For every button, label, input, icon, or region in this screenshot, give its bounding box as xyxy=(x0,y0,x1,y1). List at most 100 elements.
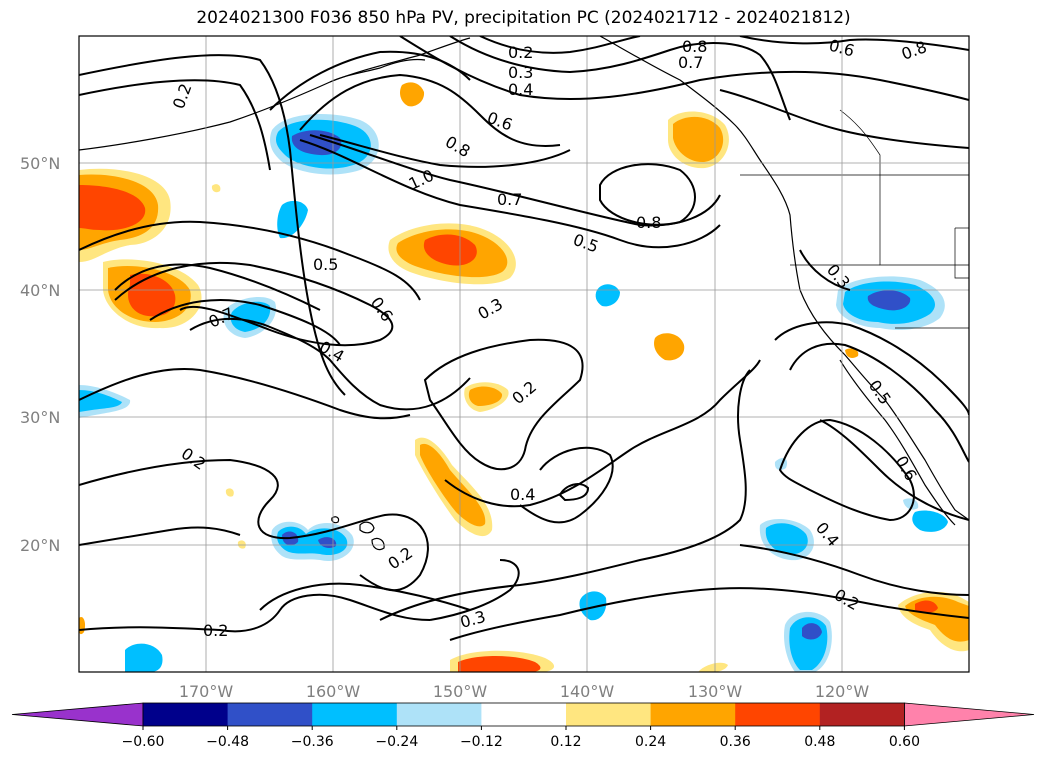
baja-coastline xyxy=(839,359,956,526)
contour-line xyxy=(399,36,969,101)
colorbar-segment xyxy=(819,703,905,726)
colorbar-tick-label: −0.24 xyxy=(375,734,418,750)
contour-line xyxy=(114,261,394,347)
precip-positive-blob xyxy=(915,600,938,613)
contour-line xyxy=(114,263,321,311)
lat-label: 40°N xyxy=(20,281,60,300)
contour-line xyxy=(739,544,969,596)
contour-label: 0.2 xyxy=(508,43,533,62)
precip-negative-blob xyxy=(277,200,308,239)
coastlines xyxy=(79,36,969,551)
hawaii-coastline xyxy=(359,521,375,534)
contour-label: 0.7 xyxy=(497,190,522,209)
lat-label: 30°N xyxy=(20,408,60,427)
precip-positive-blob xyxy=(654,333,685,361)
contour-line xyxy=(319,134,571,168)
colorbar-segment xyxy=(227,703,313,726)
contour-line xyxy=(379,369,751,621)
precip-positive-blob xyxy=(673,116,724,163)
contour-label: 0.2 xyxy=(203,621,228,640)
contour-line xyxy=(778,418,915,522)
contour-line xyxy=(149,299,341,346)
precip-positive-blob xyxy=(698,662,728,672)
lon-label: 120°W xyxy=(815,682,870,701)
lon-label: 170°W xyxy=(179,682,234,701)
precip-negative-blob xyxy=(579,591,607,621)
contour-line xyxy=(79,54,346,396)
contour-label: 0.4 xyxy=(510,485,535,504)
contour-line xyxy=(519,446,614,524)
contour-line xyxy=(79,220,421,301)
precip-positive-blob xyxy=(468,386,503,406)
colorbar-segment xyxy=(481,703,567,726)
longitude-labels: 170°W 160°W 150°W 140°W 130°W 120°W xyxy=(179,682,870,701)
contour-line xyxy=(79,526,241,546)
colorbar-segment xyxy=(650,703,736,726)
contour-line xyxy=(558,483,590,502)
contour-line xyxy=(774,321,969,416)
contour-line xyxy=(799,249,851,291)
precip-positive-blob xyxy=(845,348,859,358)
colorbar-segment xyxy=(735,703,821,726)
precip-negative-blob xyxy=(765,523,808,555)
precip-negative-blob xyxy=(912,510,948,532)
contour-label: 0.8 xyxy=(636,213,661,232)
alaska-coastline xyxy=(79,37,471,151)
lon-label: 160°W xyxy=(306,682,361,701)
political-borders xyxy=(740,109,969,329)
lon-label: 140°W xyxy=(560,682,615,701)
hawaii-coastline xyxy=(331,516,340,524)
contour-line xyxy=(189,318,471,411)
latitude-labels: 50°N 40°N 30°N 20°N xyxy=(20,154,60,555)
precip-positive-blob xyxy=(211,184,221,193)
precip-negative-blob xyxy=(867,290,911,311)
lon-label: 150°W xyxy=(433,682,488,701)
border-line xyxy=(954,228,969,279)
contour-line xyxy=(299,139,721,249)
contour-line xyxy=(79,593,431,633)
contour-label: 0.4 xyxy=(508,80,533,99)
colorbar-extend-right xyxy=(904,702,1035,727)
colorbar-segment xyxy=(396,703,482,726)
colorbar-segment xyxy=(143,703,229,726)
map-background xyxy=(79,36,969,672)
precip-positive-blob xyxy=(400,82,425,107)
colorbar-tick-label: 0.60 xyxy=(889,734,920,750)
contour-line xyxy=(739,36,969,51)
colorbar-segment xyxy=(312,703,398,726)
contour-line xyxy=(423,338,584,471)
pv-contours xyxy=(79,36,969,641)
contour-line xyxy=(429,559,520,621)
contour-line xyxy=(599,163,696,226)
precip-positive-blob xyxy=(423,234,477,266)
precip-positive-blob xyxy=(128,273,176,317)
contour-label: 0.5 xyxy=(313,255,338,274)
colorbar-tick-label: −0.48 xyxy=(206,734,249,750)
alaska-coastline xyxy=(329,58,426,83)
alaska-coastline xyxy=(599,36,969,521)
contour-line xyxy=(79,368,411,420)
contour-label: 0.8 xyxy=(682,37,707,56)
colorbar-tick-label: −0.60 xyxy=(122,734,165,750)
colorbar: −0.60 −0.48 −0.36 −0.24 −0.12 0.12 0.24 0.36 0.4… xyxy=(11,702,1035,750)
lat-label: 20°N xyxy=(20,536,60,555)
hawaii-coastline xyxy=(371,537,385,551)
contour-line xyxy=(449,36,791,121)
colorbar-tick-label: 0.24 xyxy=(635,734,666,750)
contour-line xyxy=(444,359,761,508)
contour-line xyxy=(259,582,471,611)
contour-line xyxy=(819,419,969,521)
contour-line xyxy=(789,342,969,463)
colorbar-segment xyxy=(566,703,652,726)
lat-label: 50°N xyxy=(20,154,60,173)
contour-line xyxy=(479,36,641,54)
contour-line xyxy=(449,587,969,641)
colorbar-tick-label: −0.12 xyxy=(460,734,503,750)
colorbar-tick-label: 0.12 xyxy=(550,734,581,750)
colorbar-tick-label: 0.36 xyxy=(720,734,751,750)
precip-negative-blob xyxy=(125,643,163,672)
map-frame xyxy=(78,35,970,673)
precip-positive-blob xyxy=(225,488,234,497)
map-title: 2024021300 F036 850 hPa PV, precipitatio… xyxy=(196,8,851,28)
